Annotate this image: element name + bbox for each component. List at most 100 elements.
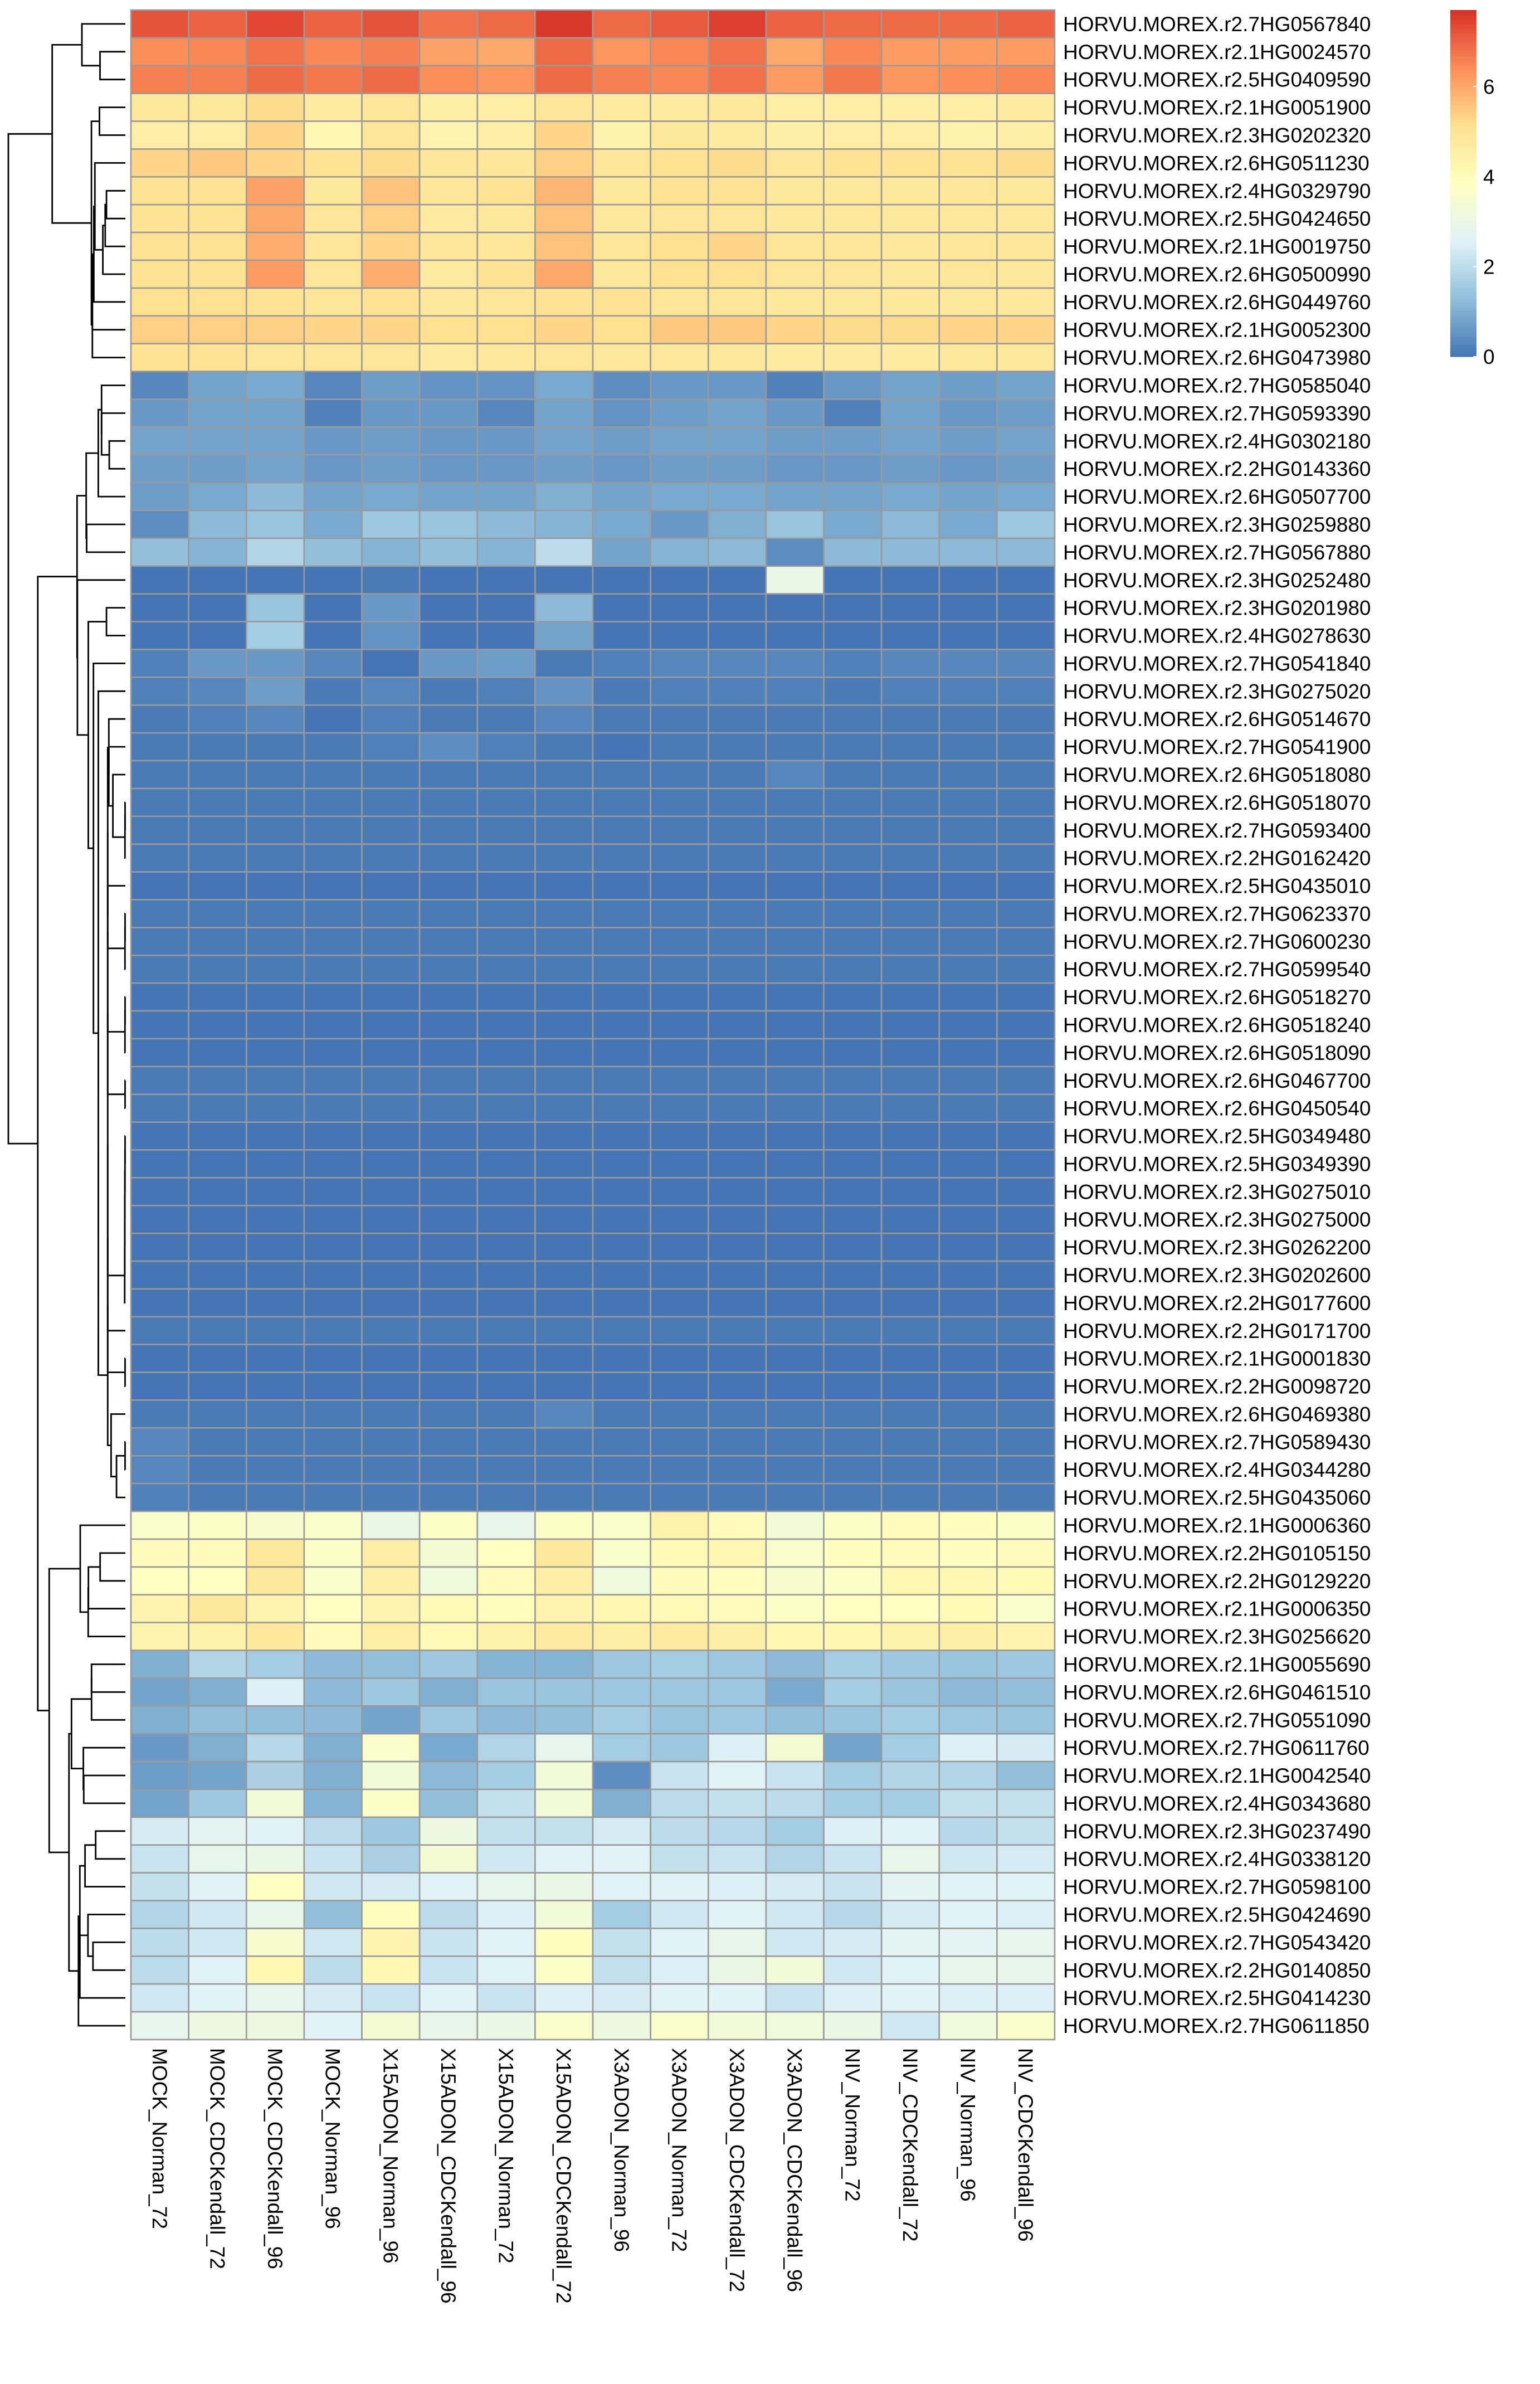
- heatmap-cell: [650, 315, 709, 344]
- heatmap-cell: [823, 9, 883, 39]
- heatmap-cell: [476, 1760, 536, 1791]
- legend-color-step: [1450, 79, 1476, 83]
- heatmap-cell: [303, 1705, 363, 1735]
- heatmap-cell: [765, 1733, 825, 1763]
- heatmap-cell: [707, 203, 767, 233]
- row-label: HORVU.MOREX.r2.6HG0514670: [1063, 708, 1371, 731]
- heatmap-cell: [765, 677, 825, 706]
- dendrogram-branch: [124, 1441, 126, 1471]
- heatmap-cell: [476, 371, 536, 400]
- heatmap-cell: [765, 1177, 825, 1206]
- heatmap-cell: [996, 454, 1056, 484]
- heatmap-cell: [534, 509, 594, 539]
- dendrogram-branch: [106, 1013, 125, 1277]
- row-label: HORVU.MOREX.r2.1HG0052300: [1063, 319, 1371, 342]
- heatmap-cell: [303, 398, 363, 428]
- heatmap-cell: [938, 677, 998, 706]
- heatmap-cell: [361, 509, 421, 539]
- heatmap-cell: [303, 1371, 363, 1401]
- heatmap-cell: [823, 1760, 883, 1791]
- heatmap-cell: [592, 65, 651, 94]
- heatmap-cell: [245, 982, 305, 1012]
- heatmap-cell: [534, 732, 594, 762]
- row-label: HORVU.MOREX.r2.1HG0019750: [1063, 235, 1371, 258]
- heatmap-cell: [534, 1566, 594, 1596]
- heatmap-cell: [938, 1650, 998, 1679]
- heatmap-cell: [361, 148, 421, 178]
- heatmap-cell: [823, 1010, 883, 1040]
- heatmap-cell: [245, 93, 305, 122]
- heatmap-cell: [418, 1872, 479, 1901]
- heatmap-cell: [938, 1288, 998, 1318]
- heatmap-cell: [880, 1510, 940, 1540]
- heatmap-cell: [303, 1622, 363, 1651]
- heatmap-cell: [880, 1928, 940, 1957]
- legend-color-step: [1450, 339, 1476, 343]
- heatmap-cell: [188, 93, 247, 122]
- heatmap-cell: [476, 1232, 536, 1262]
- heatmap-cell: [592, 1510, 651, 1540]
- heatmap-cell: [938, 203, 998, 233]
- heatmap-cell: [650, 1677, 709, 1707]
- heatmap-cell: [130, 677, 189, 706]
- heatmap-cell: [650, 787, 709, 818]
- legend-color-step: [1450, 215, 1476, 218]
- heatmap-cell: [592, 1316, 651, 1346]
- heatmap-cell: [592, 1955, 651, 1985]
- legend-tick-label: 2: [1483, 255, 1495, 278]
- heatmap-cell: [765, 93, 825, 122]
- heatmap-cell: [823, 1622, 883, 1651]
- column-label: NIV_Norman_96: [957, 2048, 979, 2202]
- heatmap-cell: [765, 1371, 825, 1401]
- row-label: HORVU.MOREX.r2.3HG0256620: [1063, 1626, 1371, 1648]
- heatmap-cell: [534, 120, 594, 150]
- heatmap-cell: [823, 176, 883, 206]
- heatmap-cell: [476, 454, 536, 484]
- dendrogram-branch: [76, 579, 125, 736]
- row-label: HORVU.MOREX.r2.7HG0600230: [1063, 930, 1371, 953]
- heatmap-cell: [188, 481, 247, 512]
- heatmap-cell: [303, 593, 363, 622]
- dendrogram-branch: [87, 621, 107, 849]
- heatmap-cell: [996, 509, 1056, 539]
- heatmap-cell: [130, 843, 189, 873]
- row-label: HORVU.MOREX.r2.6HG0518070: [1063, 791, 1371, 814]
- heatmap-cell: [303, 1955, 363, 1985]
- heatmap-cell: [938, 315, 998, 344]
- heatmap-cell: [188, 677, 247, 706]
- heatmap-cell: [650, 1399, 709, 1429]
- legend-color-step: [1450, 194, 1476, 198]
- heatmap-cell: [245, 1121, 305, 1151]
- heatmap-cell: [534, 1260, 594, 1290]
- heatmap-cell: [245, 371, 305, 400]
- heatmap-cell: [823, 1065, 883, 1096]
- heatmap-cell: [880, 1677, 940, 1707]
- heatmap-cell: [245, 120, 305, 150]
- heatmap-cell: [361, 1065, 421, 1096]
- column-label: X3ADON_CDCKendall_72: [725, 2048, 748, 2292]
- legend-color-step: [1450, 232, 1476, 236]
- heatmap-cell: [880, 1065, 940, 1096]
- heatmap-cell: [130, 1260, 189, 1290]
- row-label: HORVU.MOREX.r2.6HG0500990: [1063, 263, 1371, 286]
- heatmap-cell: [707, 677, 767, 706]
- heatmap-cell: [996, 954, 1056, 984]
- heatmap-cell: [938, 9, 998, 39]
- heatmap-cell: [245, 343, 305, 372]
- heatmap-cell: [938, 537, 998, 567]
- heatmap-cell: [188, 621, 247, 650]
- legend-color-step: [1450, 267, 1476, 271]
- heatmap-cell: [303, 9, 363, 39]
- dendrogram-branch: [90, 1678, 125, 1721]
- heatmap-cell: [996, 1900, 1056, 1929]
- heatmap-cell: [823, 1455, 883, 1485]
- legend-color-step: [1450, 67, 1476, 71]
- legend-color-step: [1450, 290, 1476, 294]
- heatmap-cell: [996, 1622, 1056, 1651]
- heatmap-cell: [996, 815, 1056, 845]
- heatmap-cell: [707, 704, 767, 734]
- heatmap-cell: [303, 732, 363, 762]
- heatmap-cell: [765, 426, 825, 456]
- heatmap-cell: [592, 259, 651, 289]
- heatmap-cell: [361, 93, 421, 122]
